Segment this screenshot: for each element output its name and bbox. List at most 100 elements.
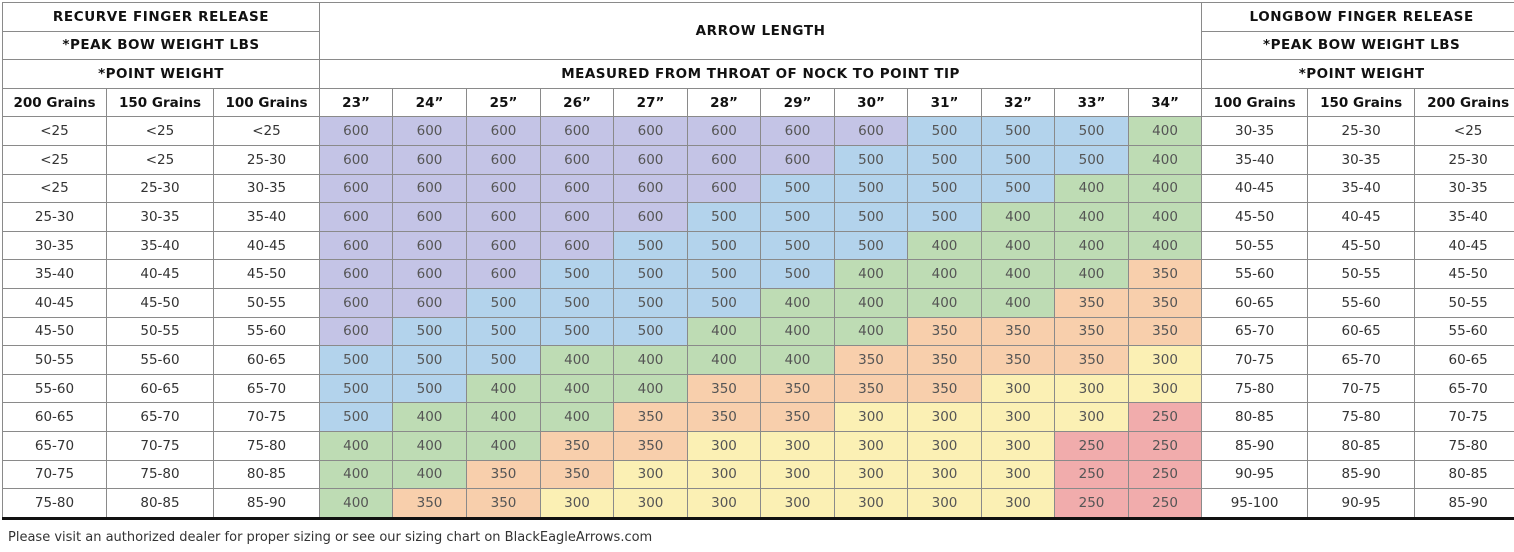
spine-cell: 500: [319, 373, 394, 404]
arrow-length-title: ARROW LENGTH: [319, 1, 1203, 61]
spine-cell: 500: [613, 230, 689, 261]
spine-cell: 400: [466, 430, 542, 461]
recurve-weight-cell: 35-40: [106, 230, 214, 261]
recurve-weight-cell: 45-50: [2, 316, 107, 347]
spine-cell: 400: [760, 316, 836, 347]
spine-cell: 400: [760, 287, 836, 318]
spine-cell: 400: [1128, 116, 1203, 146]
length-col-header: 34”: [1128, 87, 1203, 118]
spine-cell: 350: [760, 402, 836, 432]
longbow-weight-cell: 70-75: [1201, 345, 1309, 375]
longbow-weight-cell: 80-85: [1307, 430, 1416, 461]
longbow-weight-cell: 75-80: [1201, 373, 1309, 404]
spine-cell: 400: [319, 488, 394, 520]
spine-cell: 500: [907, 144, 983, 175]
recurve-weight-cell: 25-30: [212, 144, 321, 175]
longbow-weight-cell: 30-35: [1307, 144, 1416, 175]
spine-cell: 300: [687, 459, 762, 490]
longbow-weight-cell: 25-30: [1414, 144, 1514, 175]
recurve-weight-cell: 60-65: [212, 345, 321, 375]
recurve-weight-cell: 50-55: [106, 316, 214, 347]
spine-cell: 350: [687, 402, 762, 432]
spine-cell: 500: [613, 287, 689, 318]
spine-cell: 350: [907, 373, 983, 404]
spine-cell: 350: [687, 373, 762, 404]
spine-cell: 300: [907, 488, 983, 520]
longbow-weight-cell: 40-45: [1307, 202, 1416, 232]
recurve-weight-cell: <25: [2, 116, 107, 146]
recurve-weight-cell: 75-80: [106, 459, 214, 490]
spine-cell: 300: [760, 430, 836, 461]
longbow-weight-cell: 55-60: [1201, 259, 1309, 289]
spine-cell: 600: [466, 116, 542, 146]
spine-cell: 300: [1054, 402, 1130, 432]
longbow-weight-cell: 50-55: [1307, 259, 1416, 289]
recurve-weight-cell: 40-45: [212, 230, 321, 261]
spine-cell: 500: [319, 345, 394, 375]
spine-cell: 600: [540, 230, 615, 261]
spine-cell: 350: [834, 345, 909, 375]
recurve-weight-cell: <25: [106, 144, 214, 175]
spine-cell: 400: [981, 287, 1056, 318]
table-row: <25 <25 25-30 600 600 600 600 600 600 600 500 500 50…: [2, 144, 1514, 175]
spine-cell: 500: [907, 202, 983, 232]
spine-cell: 400: [907, 230, 983, 261]
spine-cell: 300: [834, 402, 909, 432]
spine-cell: 600: [613, 173, 689, 204]
spine-cell: 400: [834, 316, 909, 347]
spine-cell: 350: [907, 316, 983, 347]
recurve-weight-cell: 70-75: [212, 402, 321, 432]
table-row: 35-40 40-45 45-50 600 600 600 500 500 500 500 400 4…: [2, 259, 1514, 289]
recurve-weight-cell: 65-70: [212, 373, 321, 404]
length-col-header: 23”: [319, 87, 394, 118]
table-row: <25 <25 <25 600 600 600 600 600 600 600 600 500 500 5…: [2, 116, 1514, 146]
spine-cell: 500: [687, 259, 762, 289]
spine-cell: 600: [540, 202, 615, 232]
longbow-weight-cell: 60-65: [1414, 345, 1514, 375]
spine-cell: 500: [687, 202, 762, 232]
longbow-weight-cell: 45-50: [1414, 259, 1514, 289]
spine-cell: 400: [1054, 202, 1130, 232]
spine-cell: 600: [687, 116, 762, 146]
spine-cell: 500: [981, 144, 1056, 175]
longbow-weight-cell: 90-95: [1201, 459, 1309, 490]
longbow-weight-cell: 35-40: [1414, 202, 1514, 232]
longbow-weight-cell: 30-35: [1201, 116, 1309, 146]
spine-cell: 600: [319, 287, 394, 318]
spine-cell: 600: [613, 144, 689, 175]
recurve-weight-cell: 30-35: [212, 173, 321, 204]
spine-cell: 600: [319, 202, 394, 232]
spine-cell: 250: [1128, 459, 1203, 490]
spine-cell: 250: [1128, 402, 1203, 432]
spine-cell: 400: [1128, 202, 1203, 232]
spine-cell: 300: [687, 488, 762, 520]
spine-cell: 300: [1128, 345, 1203, 375]
spine-cell: 400: [687, 345, 762, 375]
spine-cell: 600: [613, 116, 689, 146]
recurve-weight-cell: 60-65: [2, 402, 107, 432]
longbow-col-header: 150 Grains: [1307, 87, 1416, 118]
length-col-header: 33”: [1054, 87, 1130, 118]
spine-cell: 350: [981, 345, 1056, 375]
longbow-weight-cell: 95-100: [1201, 488, 1309, 520]
spine-cell: 600: [540, 116, 615, 146]
recurve-weight-cell: <25: [2, 144, 107, 175]
table-row: 50-55 55-60 60-65 500 500 500 400 400 400 400 350 3…: [2, 345, 1514, 375]
recurve-weight-cell: 25-30: [106, 173, 214, 204]
spine-cell: 350: [1128, 316, 1203, 347]
longbow-weight-cell: 85-90: [1307, 459, 1416, 490]
longbow-weight-cell: 70-75: [1307, 373, 1416, 404]
recurve-weight-cell: 35-40: [212, 202, 321, 232]
length-col-header: 28”: [687, 87, 762, 118]
spine-cell: 350: [466, 488, 542, 520]
recurve-title: RECURVE FINGER RELEASE: [1, 2, 321, 32]
footer-note: Please visit an authorized dealer for pr…: [8, 530, 653, 545]
spine-cell: 500: [760, 173, 836, 204]
longbow-peak-weight-label: *PEAK BOW WEIGHT LBS: [1201, 30, 1514, 61]
longbow-weight-cell: 40-45: [1414, 230, 1514, 261]
spine-cell: 500: [981, 173, 1056, 204]
spine-cell: 350: [1054, 316, 1130, 347]
spine-cell: 250: [1054, 459, 1130, 490]
table-row: 65-70 70-75 75-80 400 400 400 350 350 300 300 300 3…: [2, 430, 1514, 461]
spine-cell: 500: [907, 173, 983, 204]
